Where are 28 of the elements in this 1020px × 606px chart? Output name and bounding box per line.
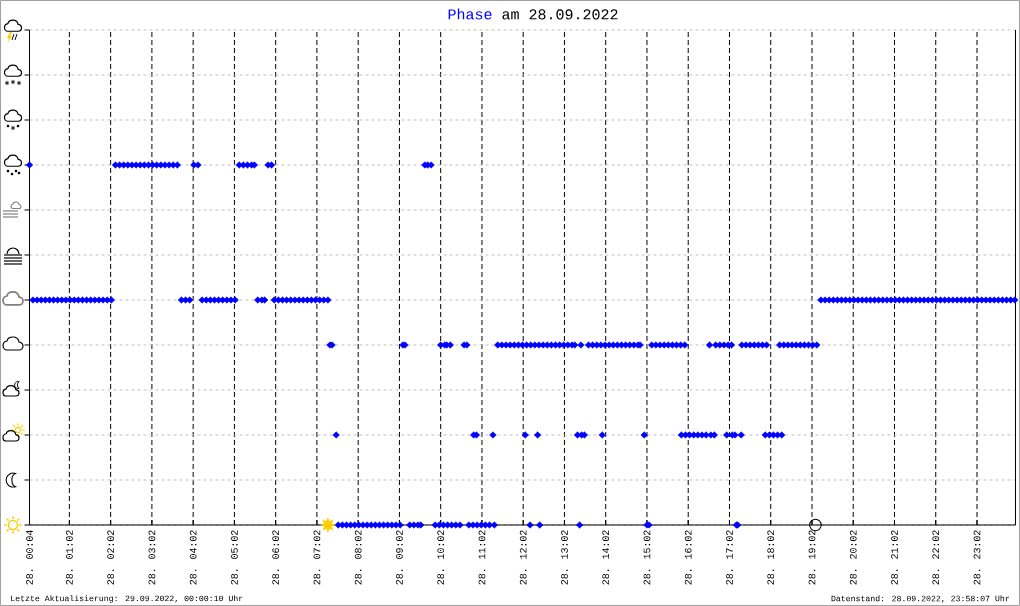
x-tick-label: 28. 01:02	[66, 530, 73, 585]
x-tick-label: 28. 11:02	[478, 530, 486, 585]
x-tick-label: 28. 16:02	[684, 530, 692, 585]
x-tick-label: 28. 22:02	[932, 530, 940, 585]
x-tick-label: 28. 23:02	[973, 530, 981, 585]
x-tick-label: 28. 02:02	[107, 530, 115, 585]
x-tick-label: 28. 18:02	[767, 530, 775, 585]
x-tick-label: 28. 04:02	[189, 530, 197, 585]
chart-title: am 28.09.2022	[502, 9, 618, 20]
x-tick-label: 28. 07:02	[313, 530, 321, 585]
x-tick-label: 28. 14:02	[602, 530, 610, 585]
x-tick-label: 28. 08:02	[354, 530, 362, 585]
x-tick-label: 28. 05:02	[231, 530, 238, 585]
x-tick-label: 28. 03:02	[148, 530, 156, 585]
x-tick-label: 28. 20:02	[849, 530, 857, 585]
text: Phase	[448, 8, 492, 20]
x-tick-label: 28. 15:02	[643, 530, 651, 585]
x-tick-label: 28. 17:02	[726, 530, 733, 585]
x-tick-label: 28. 13:02	[561, 530, 568, 585]
text: Letzte Aktualisierung: 29.09.2022, 00:00:10 Uhr	[11, 595, 243, 603]
x-tick-label: 28. 19:02	[808, 530, 816, 585]
x-tick-label: 28. 09:02	[396, 530, 403, 585]
x-tick-label: 28. 12:02	[519, 530, 527, 585]
x-tick-label: 28. 06:02	[272, 530, 280, 585]
x-tick-label: 28. 21:02	[891, 530, 898, 585]
x-tick-label: 28. 10:02	[437, 530, 445, 585]
text: Datenstand: 28.09.2022, 23:58:07 Uhr	[831, 595, 1009, 603]
x-tick-label: 28. 00:04	[26, 530, 33, 585]
